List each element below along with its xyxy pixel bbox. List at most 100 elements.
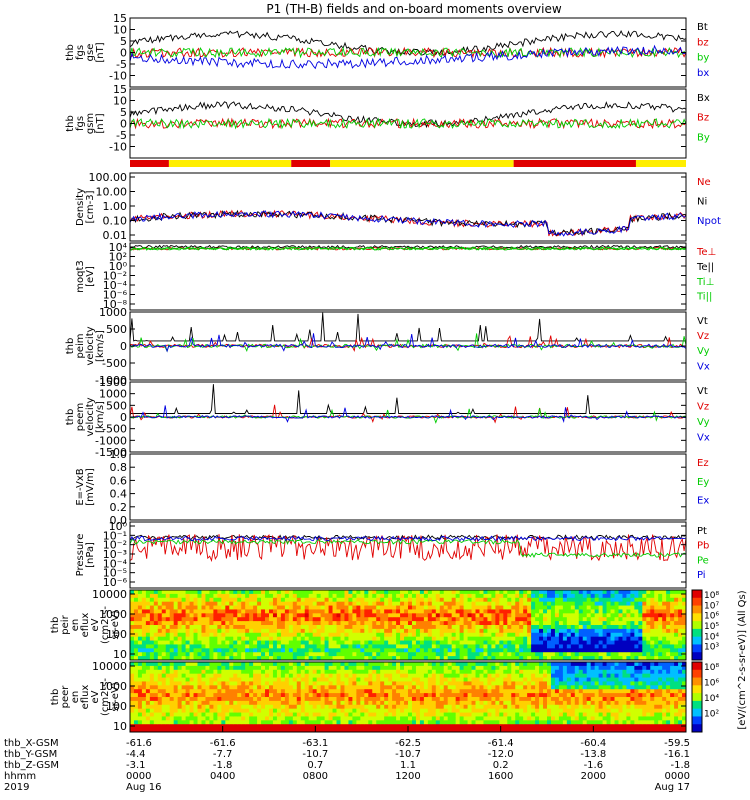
spectrogram-cell xyxy=(161,708,167,713)
spectrogram-cell xyxy=(221,673,226,678)
spectrogram-cell xyxy=(388,605,393,610)
spectrogram-cell xyxy=(515,677,520,682)
spectrogram-cell xyxy=(622,644,627,649)
spectrogram-cell xyxy=(253,621,258,626)
spectrogram-cell xyxy=(169,704,175,710)
spectrogram-cell xyxy=(419,662,425,667)
spectrogram-cell xyxy=(165,590,171,595)
spectrogram-cell xyxy=(435,652,441,657)
spectrogram-cell xyxy=(487,677,492,682)
spectrogram-cell xyxy=(654,636,659,641)
spectrogram-cell xyxy=(654,621,659,626)
spectrogram-cell xyxy=(173,720,179,725)
spectrogram-cell xyxy=(300,628,306,634)
spectrogram-cell xyxy=(594,677,600,682)
spectrogram-cell xyxy=(193,677,198,682)
spectrogram-cell xyxy=(296,590,302,595)
spectrogram-cell xyxy=(300,665,306,671)
spectrogram-cell xyxy=(328,597,333,603)
y-tick-label: 0.0 xyxy=(110,514,128,527)
spectrogram-cell xyxy=(312,689,318,694)
spectrogram-cell xyxy=(566,640,572,645)
spectrogram-cell xyxy=(316,609,322,614)
y-axis-label: E=-VxB [mV/m] xyxy=(75,468,96,506)
spectrogram-cell xyxy=(308,625,314,630)
spectrogram-cell xyxy=(618,656,623,661)
spectrogram-cell xyxy=(419,677,425,682)
spectrogram-cell xyxy=(594,601,600,606)
spectrogram-cell xyxy=(376,677,381,682)
spectrogram-cell xyxy=(253,662,258,667)
spectrogram-cell xyxy=(189,665,194,671)
spectrogram-cell xyxy=(507,681,512,686)
spectrogram-cell xyxy=(360,621,365,626)
spectrogram-cell xyxy=(169,669,175,675)
spectrogram-cell xyxy=(177,644,183,649)
spectrogram-cell xyxy=(130,681,135,686)
spectrogram-cell xyxy=(662,590,667,595)
spectrogram-cell xyxy=(249,652,254,657)
spectrogram-cell xyxy=(364,621,369,626)
spectrogram-cell xyxy=(447,697,453,702)
spectrogram-cell xyxy=(539,590,544,595)
spectrogram-cell xyxy=(133,609,139,614)
spectrogram-cell xyxy=(145,640,151,645)
spectrogram-cell xyxy=(598,628,603,634)
spectrogram-cell xyxy=(237,712,242,717)
spectrogram-cell xyxy=(598,590,603,595)
spectrogram-cell xyxy=(177,724,183,729)
spectrogram-cell xyxy=(554,724,560,729)
spectrogram-cell xyxy=(527,652,532,657)
spectrogram-cell xyxy=(149,724,155,729)
spectrogram-cell xyxy=(562,652,568,657)
spectrogram-cell xyxy=(272,648,278,653)
spectrogram-cell xyxy=(590,617,596,622)
spectrogram-cell xyxy=(261,593,266,599)
spectrogram-cell xyxy=(431,628,437,634)
spectrogram-cell xyxy=(404,609,409,614)
spectrogram-cell xyxy=(404,724,409,729)
spectrogram-cell xyxy=(535,652,540,657)
spectrogram-cell xyxy=(280,693,286,698)
spectrogram-cell xyxy=(137,662,143,667)
spectrogram-cell xyxy=(479,724,484,729)
spectrogram-cell xyxy=(543,704,548,710)
spectrogram-cell xyxy=(594,636,600,641)
spectrogram-cell xyxy=(380,605,385,610)
spectrogram-cell xyxy=(408,708,413,713)
spectrogram-cell xyxy=(201,728,206,733)
spectrogram-cell xyxy=(622,605,627,610)
spectrogram-cell xyxy=(296,677,302,682)
spectrogram-cell xyxy=(479,613,484,618)
spectrogram-cell xyxy=(280,669,286,675)
spectrogram-cell xyxy=(269,697,274,702)
spectrogram-cell xyxy=(181,708,186,713)
spectrogram-cell xyxy=(213,681,218,686)
spectrogram-cell xyxy=(662,593,667,599)
spectrogram-cell xyxy=(249,685,254,690)
spectrogram-cell xyxy=(217,605,222,610)
spectrogram-cell xyxy=(340,632,345,638)
spectrogram-cell xyxy=(372,632,377,638)
spectrogram-cell xyxy=(507,636,512,641)
spectrogram-cell xyxy=(463,621,468,626)
spectrogram-cell xyxy=(241,720,246,725)
spectrogram-cell xyxy=(169,677,175,682)
spectrogram-cell xyxy=(408,704,413,710)
spectrogram-cell xyxy=(320,693,325,698)
spectrogram-cell xyxy=(185,669,190,675)
spectrogram-cell xyxy=(550,617,556,622)
spectrogram-cell xyxy=(511,601,516,606)
spectrogram-cell xyxy=(519,656,524,661)
spectrogram-cell xyxy=(499,700,504,706)
spectrogram-cell xyxy=(344,632,349,638)
spectrogram-cell xyxy=(324,597,329,603)
spectrogram-cell xyxy=(201,636,206,641)
spectrogram-cell xyxy=(344,636,349,641)
spectrogram-cell xyxy=(265,601,270,606)
spectrogram-cell xyxy=(594,700,600,706)
spectrogram-cell xyxy=(225,609,230,614)
spectrogram-cell xyxy=(257,716,262,721)
spectrogram-cell xyxy=(137,625,143,630)
spectrogram-cell xyxy=(515,644,520,649)
